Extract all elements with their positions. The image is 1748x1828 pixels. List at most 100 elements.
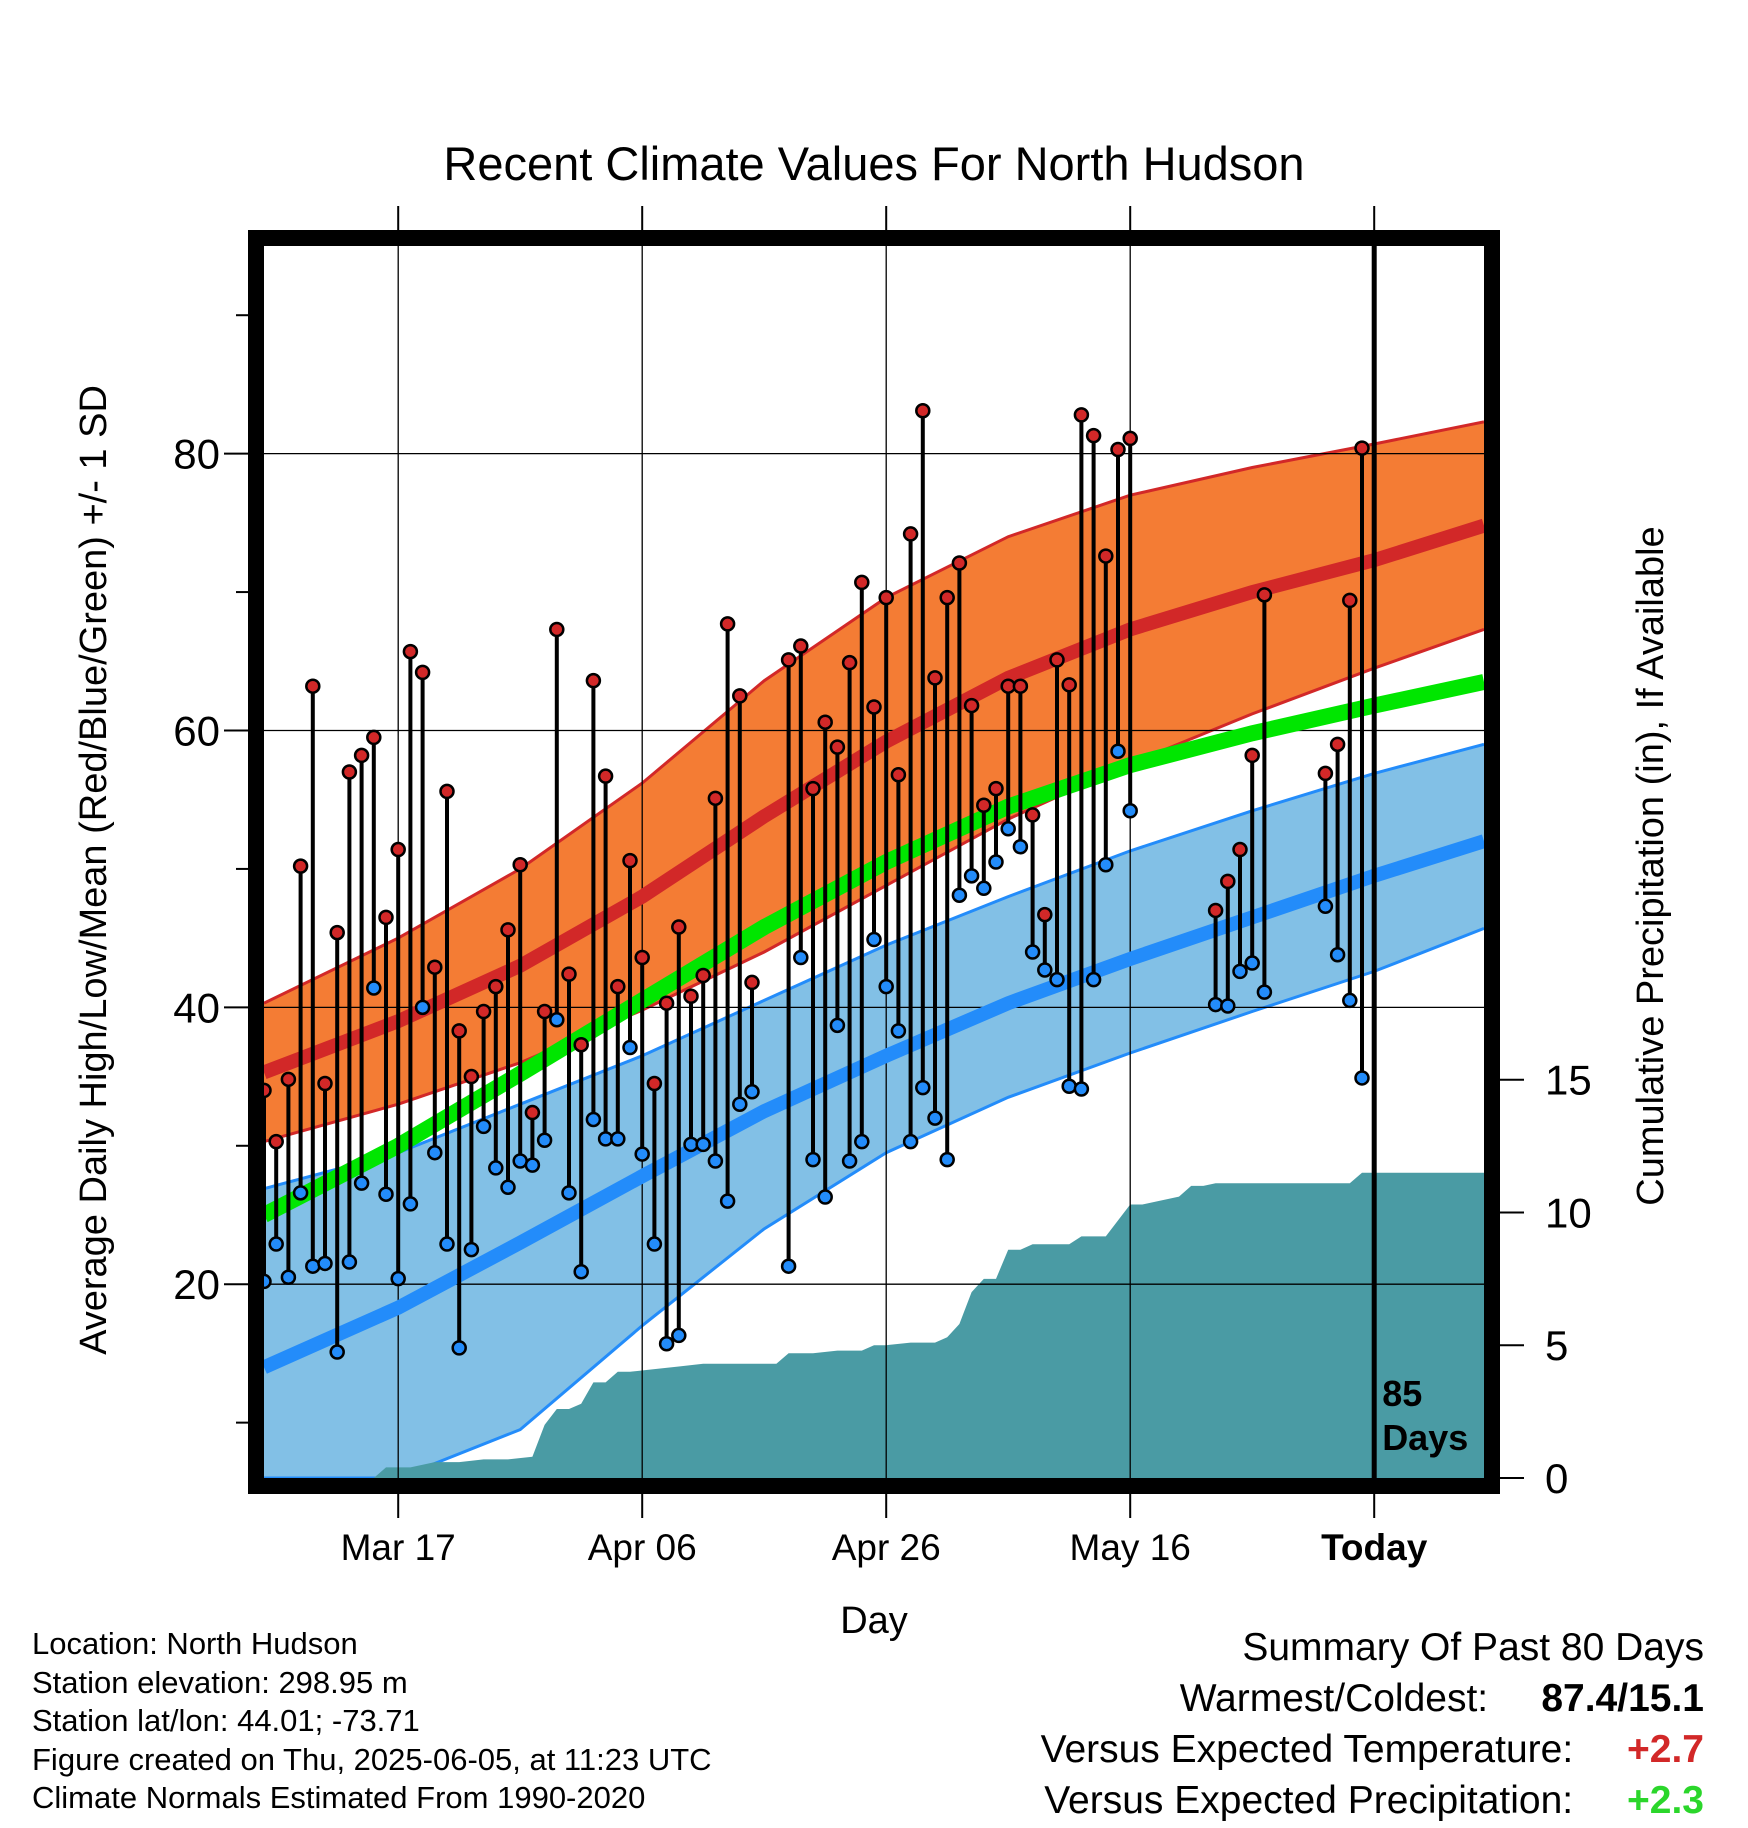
low-temp-point (915, 1079, 931, 1096)
y2-tick-label: 15 (1545, 1057, 1592, 1104)
low-temp-point (268, 1236, 284, 1252)
low-temp-point (890, 1023, 907, 1039)
high-temp-point (866, 699, 882, 715)
high-temp-point (683, 988, 699, 1005)
high-temp-point (854, 574, 870, 591)
high-temp-point (695, 967, 711, 984)
low-temp-point (622, 1039, 638, 1056)
low-temp-point (963, 868, 980, 884)
latlon-text: Station lat/lon: 44.01; -73.71 (32, 1703, 420, 1738)
low-temp-point (1000, 821, 1016, 837)
high-temp-point (1049, 652, 1065, 668)
low-temp-point (744, 1084, 760, 1100)
high-temp-point (646, 1075, 663, 1092)
y2-tick-label: 0 (1545, 1455, 1568, 1502)
summary-title: Summary Of Past 80 Days (1242, 1626, 1704, 1669)
low-temp-point (1012, 839, 1029, 855)
low-temp-point (1317, 898, 1334, 915)
low-temp-point (1037, 962, 1053, 978)
low-temp-point (646, 1236, 663, 1252)
station-info: Location: North Hudson Station elevation… (32, 1625, 712, 1818)
low-sd-band (264, 744, 1484, 1478)
low-temp-point (439, 1236, 455, 1252)
low-temp-point (951, 887, 968, 903)
high-temp-point (280, 1071, 297, 1088)
precip-area (373, 1172, 1484, 1478)
low-temp-point (707, 1153, 724, 1169)
low-temp-point (927, 1110, 943, 1126)
normals-text: Climate Normals Estimated From 1990-2020 (32, 1780, 646, 1815)
high-temp-point (329, 924, 345, 941)
high-temp-point (597, 768, 614, 784)
high-temp-point (658, 995, 675, 1011)
high-temp-point (475, 1003, 492, 1020)
high-temp-point (927, 670, 943, 686)
low-temp-point (500, 1179, 516, 1196)
low-temp-point (902, 1133, 919, 1150)
low-temp-point (1342, 992, 1358, 1009)
high-temp-point (890, 767, 907, 783)
low-temp-point (1110, 743, 1126, 760)
high-temp-point (841, 654, 858, 671)
low-temp-point (1049, 971, 1065, 988)
high-temp-point (1329, 736, 1346, 753)
high-temp-point (805, 780, 821, 797)
high-temp-point (1122, 430, 1138, 447)
low-temp-point (475, 1118, 492, 1135)
high-temp-point (793, 638, 809, 654)
x-tick-label: Apr 26 (832, 1527, 941, 1568)
low-temp-point (634, 1146, 650, 1162)
low-temp-point (1244, 955, 1260, 971)
high-temp-point (817, 714, 833, 730)
high-temp-point (1037, 906, 1053, 923)
low-temp-point (610, 1131, 626, 1147)
high-temp-point (951, 555, 968, 571)
temp-label: Versus Expected Temperature: (1040, 1728, 1574, 1771)
high-temp-point (390, 841, 406, 858)
high-temp-point (1342, 592, 1358, 609)
low-temp-point (463, 1241, 480, 1258)
high-temp-point (292, 858, 309, 874)
low-temp-point (280, 1269, 297, 1286)
low-temp-point (427, 1144, 443, 1161)
created-text: Figure created on Thu, 2025-06-05, at 11… (32, 1741, 712, 1777)
days-count-unit: Days (1382, 1417, 1468, 1458)
low-temp-point (451, 1340, 467, 1356)
temp-row: Versus Expected Temperature: +2.7 (1041, 1724, 1704, 1775)
warm-cold-label: Warmest/Coldest: (1179, 1677, 1489, 1720)
low-temp-point (317, 1255, 333, 1272)
high-temp-point (622, 852, 638, 869)
high-temp-point (536, 1003, 553, 1020)
warm-cold-row: Warmest/Coldest: 87.4/15.1 (1041, 1673, 1704, 1724)
low-temp-point (854, 1133, 870, 1150)
high-temp-point (427, 959, 443, 975)
high-temp-point (378, 909, 394, 926)
high-temp-point (264, 1082, 272, 1099)
high-temp-point (353, 747, 370, 764)
low-temp-point (695, 1136, 711, 1153)
high-temp-point (1061, 677, 1077, 693)
low-temp-point (988, 854, 1004, 870)
y-tick-label: 20 (173, 1261, 220, 1308)
low-temp-point (524, 1157, 541, 1173)
high-temp-point (1232, 841, 1248, 858)
high-temp-point (305, 678, 321, 694)
low-temp-point (866, 931, 882, 948)
low-temp-point (780, 1258, 797, 1274)
low-temp-point (585, 1111, 602, 1128)
high-temp-point (1073, 407, 1090, 423)
chart-title: Recent Climate Values For North Hudson (443, 137, 1304, 190)
high-temp-point (512, 857, 528, 873)
low-temp-point (1024, 944, 1041, 960)
low-temp-point (292, 1185, 309, 1201)
high-temp-point (988, 780, 1004, 797)
high-temp-point (414, 664, 431, 681)
precip-anomaly-value: +2.3 (1627, 1779, 1704, 1822)
low-temp-point (976, 880, 992, 897)
high-temp-point (439, 783, 455, 800)
high-temp-point (1024, 807, 1041, 823)
low-temp-point (1207, 996, 1224, 1013)
low-temp-point (658, 1335, 675, 1352)
y-tick-label: 80 (173, 431, 220, 478)
